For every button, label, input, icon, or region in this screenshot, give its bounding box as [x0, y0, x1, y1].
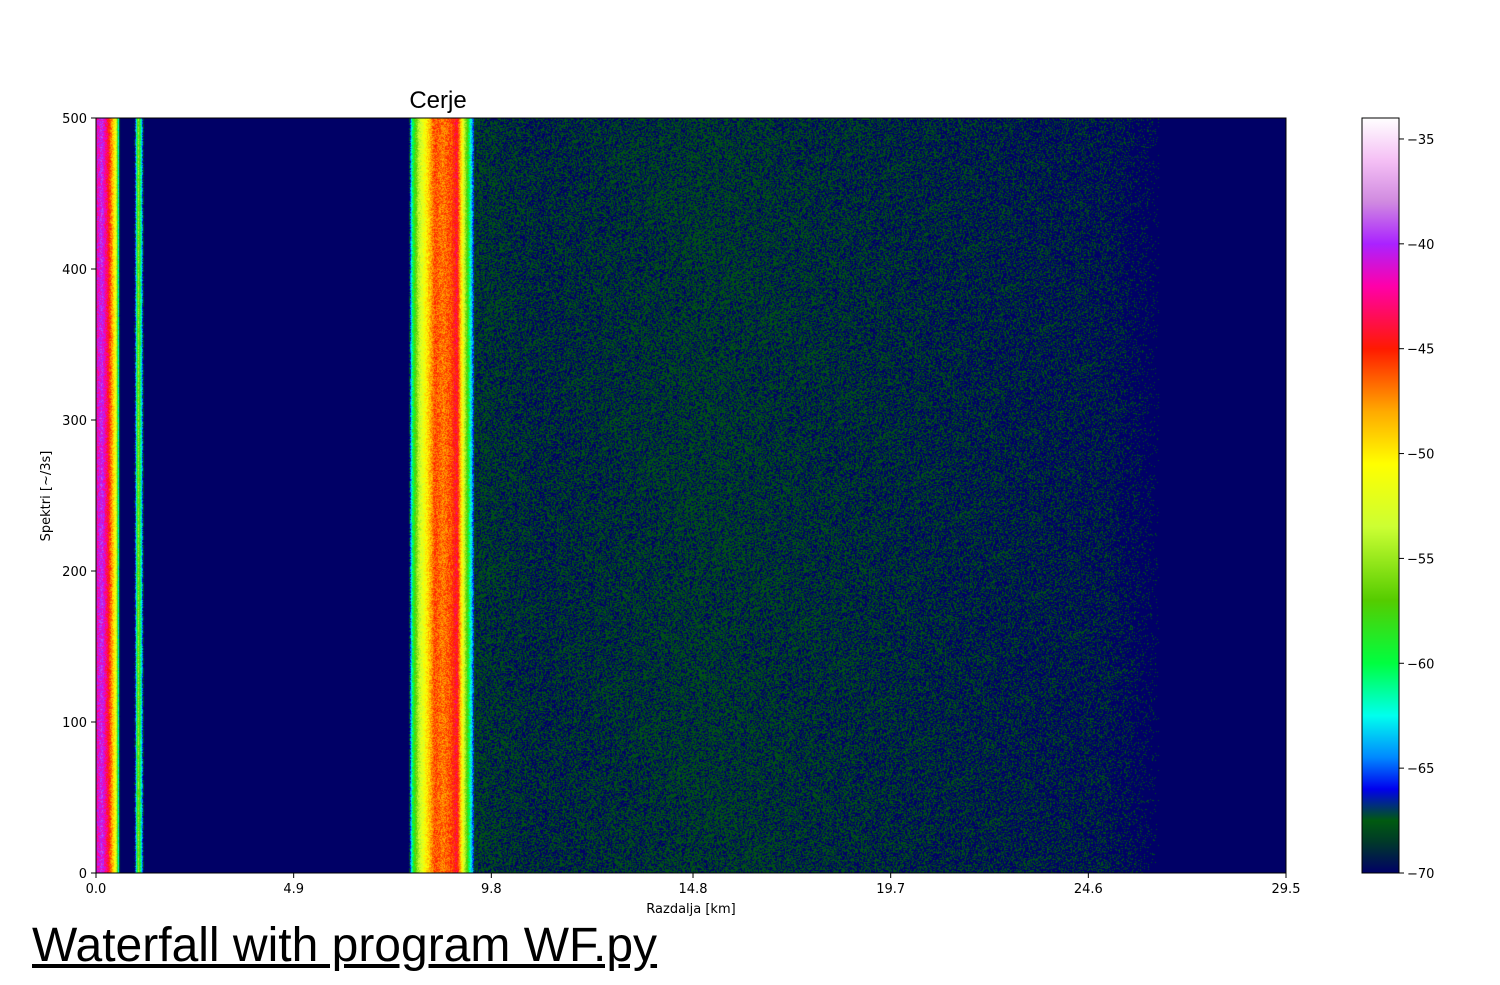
heatmap-area [96, 118, 1286, 873]
colorbar-tick: −40 [1399, 238, 1434, 253]
y-tick: 300 [62, 414, 96, 429]
x-tick: 14.8 [679, 873, 708, 897]
x-axis: 0.0 4.9 9.8 14.8 19.7 24.6 29.5 [86, 873, 1301, 897]
colorbar-tick-label: −70 [1407, 867, 1434, 882]
colorbar-tick: −60 [1399, 657, 1434, 672]
x-tick-label: 4.9 [283, 882, 304, 897]
chart-title: Cerje [409, 87, 466, 114]
colorbar-tick-label: −55 [1407, 552, 1434, 567]
x-tick-label: 14.8 [679, 882, 708, 897]
y-tick: 100 [62, 716, 96, 731]
colorbar-tick: −50 [1399, 448, 1434, 463]
colorbar-tick-label: −50 [1407, 448, 1434, 463]
y-tick: 500 [62, 112, 96, 127]
colorbar-tick-label: −45 [1407, 343, 1434, 358]
y-axis: 0 100 200 300 400 500 [62, 112, 96, 882]
y-tick: 200 [62, 565, 96, 580]
y-tick-label: 200 [62, 565, 87, 580]
y-tick-label: 500 [62, 112, 87, 127]
colorbar-tick-label: −40 [1407, 238, 1434, 253]
y-tick-label: 0 [79, 867, 87, 882]
y-tick: 400 [62, 263, 96, 278]
colorbar-tick: −65 [1399, 762, 1434, 777]
colorbar-tick: −35 [1399, 133, 1434, 148]
x-tick: 19.7 [876, 873, 905, 897]
colorbar-axis: −35 −40 −45 −50 −55 −60 −65 −70 [1399, 133, 1434, 882]
colorbar-tick-label: −35 [1407, 133, 1434, 148]
y-tick-label: 100 [62, 716, 87, 731]
x-tick-label: 0.0 [86, 882, 107, 897]
x-tick: 29.5 [1272, 873, 1301, 897]
plot-frame [95, 117, 1287, 874]
x-tick-label: 19.7 [876, 882, 905, 897]
x-tick-label: 9.8 [481, 882, 502, 897]
x-tick-label: 29.5 [1272, 882, 1301, 897]
x-tick: 24.6 [1074, 873, 1103, 897]
x-tick-label: 24.6 [1074, 882, 1103, 897]
y-tick-label: 400 [62, 263, 87, 278]
caption: Waterfall with program WF.py [32, 919, 658, 972]
y-tick: 0 [79, 867, 96, 882]
x-tick: 0.0 [86, 873, 107, 897]
y-tick-label: 300 [62, 414, 87, 429]
colorbar-tick-label: −65 [1407, 762, 1434, 777]
x-axis-label: Razdalja [km] [646, 902, 735, 917]
colorbar-tick-label: −60 [1407, 657, 1434, 672]
x-tick: 9.8 [481, 873, 502, 897]
y-axis-label: Spektri [~/3s] [39, 451, 54, 542]
colorbar [1361, 117, 1400, 874]
colorbar-tick: −55 [1399, 552, 1434, 567]
heatmap-image [96, 118, 1286, 873]
x-tick: 4.9 [283, 873, 304, 897]
colorbar-tick: −45 [1399, 343, 1434, 358]
colorbar-tick: −70 [1399, 867, 1434, 882]
